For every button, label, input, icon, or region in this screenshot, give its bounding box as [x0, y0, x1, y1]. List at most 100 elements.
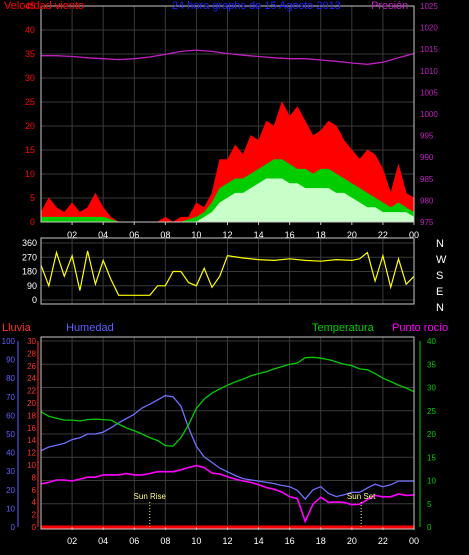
pressure-y-tick-label: 1025	[420, 2, 438, 11]
pressure-y-tick-label: 985	[420, 175, 434, 184]
pressure-y-tick-label: 1010	[420, 67, 438, 76]
pressure-y-tick-label: 990	[420, 153, 434, 162]
pressure-y-tick-label: 980	[420, 196, 434, 205]
x-tick-label: 10	[191, 536, 201, 546]
rain-y-tick-label: 50	[6, 430, 15, 439]
rain-y-tick-label: 100	[2, 337, 16, 346]
x-tick-label: 18	[316, 230, 326, 240]
x-tick-label: 20	[347, 230, 357, 240]
x-tick-label: 16	[285, 536, 295, 546]
pressure-y-tick-label: 1020	[420, 24, 438, 33]
compass-label: W	[436, 254, 447, 266]
rain-y-tick-label: 60	[6, 411, 15, 420]
x-tick-label: 02	[67, 536, 77, 546]
rain-y-tick-label: 70	[6, 393, 15, 402]
x-tick-label: 06	[129, 230, 139, 240]
wind-chart-marks	[40, 49, 415, 223]
climate-series-humidity	[40, 394, 414, 501]
rain-y-tick-label: 0	[11, 523, 16, 532]
compass-label: N	[436, 302, 444, 314]
sunset-label: Sun Set	[347, 492, 376, 501]
pressure-y-tick-label: 1005	[420, 88, 438, 97]
direction-chart-marks	[40, 250, 415, 296]
pressure-y-tick-label: 995	[420, 132, 434, 141]
humidity-y-tick-label: 26	[27, 362, 36, 371]
compass-label: N	[436, 238, 444, 250]
x-tick-label: 18	[316, 536, 326, 546]
temperature-title: Temperatura	[312, 322, 374, 334]
compass-label: E	[436, 286, 443, 298]
x-tick-label: 08	[160, 536, 170, 546]
temperature-y-tick-label: 40	[427, 337, 436, 346]
humidity-y-tick-label: 16	[27, 424, 36, 433]
humidity-title: Humedad	[66, 322, 114, 334]
humidity-y-tick-label: 22	[27, 387, 36, 396]
x-tick-label: 12	[222, 230, 232, 240]
direction-y-tick-label: 270	[22, 252, 37, 262]
x-tick-label: 08	[160, 230, 170, 240]
x-tick-label: 14	[254, 536, 264, 546]
pressure-y-tick-label: 975	[420, 218, 434, 227]
temperature-y-tick-label: 5	[427, 500, 432, 509]
direction-chart-grid	[41, 238, 414, 304]
x-tick-label: 00	[409, 536, 419, 546]
humidity-y-tick-label: 2	[32, 511, 37, 520]
humidity-y-tick-label: 10	[27, 461, 36, 470]
wind-y-tick-label: 40	[25, 25, 35, 35]
direction-y-tick-label: 360	[22, 238, 37, 248]
humidity-y-tick-label: 0	[32, 523, 37, 532]
wind-y-tick-label: 20	[25, 121, 35, 131]
humidity-y-tick-label: 30	[27, 337, 36, 346]
x-tick-label: 20	[347, 536, 357, 546]
temperature-y-tick-label: 30	[427, 384, 436, 393]
wind-y-tick-label: 0	[30, 217, 35, 227]
direction-y-tick-label: 180	[22, 267, 37, 277]
wind-y-tick-label: 45	[25, 1, 35, 11]
sunrise-label: Sun Rise	[134, 492, 167, 501]
x-tick-label: 02	[67, 230, 77, 240]
pressure-y-tick-label: 1015	[420, 45, 438, 54]
x-tick-label: 04	[98, 230, 108, 240]
pressure-y-tick-label: 1000	[420, 110, 438, 119]
wind-y-tick-label: 5	[30, 193, 35, 203]
rain-y-tick-label: 30	[6, 467, 15, 476]
wind-chart-ticks: 0510152025303540459759809859909951000100…	[25, 1, 438, 240]
climate-series-dewpoint	[40, 464, 415, 524]
x-tick-label: 22	[378, 536, 388, 546]
humidity-y-tick-label: 14	[27, 436, 36, 445]
rain-y-tick-label: 80	[6, 374, 15, 383]
temperature-y-tick-label: 0	[427, 523, 432, 532]
x-tick-label: 00	[409, 230, 419, 240]
rain-y-tick-label: 90	[6, 356, 15, 365]
direction-y-tick-label: 90	[27, 281, 37, 291]
climate-chart-ticks: 0102030405060708090100024681012141618202…	[2, 337, 437, 546]
humidity-y-tick-label: 6	[32, 486, 37, 495]
rain-y-tick-label: 10	[6, 504, 15, 513]
wind-y-tick-label: 30	[25, 73, 35, 83]
compass-label: S	[436, 270, 443, 282]
x-tick-label: 06	[129, 536, 139, 546]
climate-chart-grid	[41, 337, 414, 528]
x-tick-label: 16	[285, 230, 295, 240]
rain-title: Lluvia	[2, 322, 31, 334]
wind-direction-series	[40, 250, 415, 296]
wind-speed-title: Velocidad viento	[4, 0, 85, 12]
rain-y-tick-label: 20	[6, 486, 15, 495]
humidity-y-tick-label: 24	[27, 374, 36, 383]
humidity-y-tick-label: 4	[32, 498, 37, 507]
temperature-y-tick-label: 20	[427, 430, 436, 439]
humidity-y-tick-label: 8	[32, 473, 37, 482]
x-tick-label: 14	[254, 230, 264, 240]
temperature-y-tick-label: 25	[427, 407, 436, 416]
humidity-y-tick-label: 28	[27, 349, 36, 358]
humidity-y-tick-label: 18	[27, 411, 36, 420]
x-tick-label: 10	[191, 230, 201, 240]
temperature-y-tick-label: 35	[427, 360, 436, 369]
page-title: 24 hora graphs de 15 Agosto 2013	[172, 0, 341, 12]
x-tick-label: 22	[378, 230, 388, 240]
wind-series-pressure	[41, 49, 415, 65]
direction-chart-frame	[40, 237, 415, 305]
rain-y-tick-label: 40	[6, 449, 15, 458]
